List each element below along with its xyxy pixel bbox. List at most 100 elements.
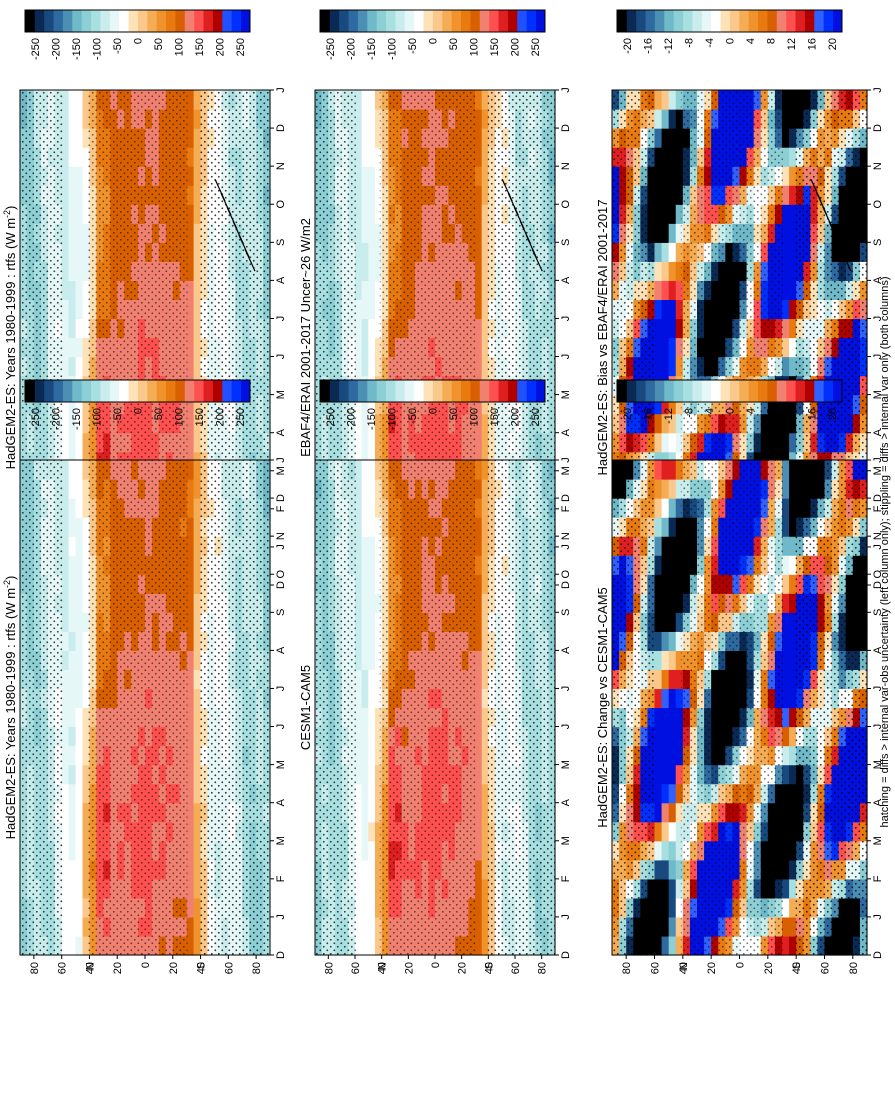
- heatmap-cell: [481, 261, 489, 281]
- heatmap-cell: [668, 147, 677, 167]
- heatmap-cell: [75, 147, 84, 167]
- month-tick-label: O: [560, 570, 572, 579]
- heatmap-cell: [355, 318, 363, 339]
- heatmap-cell: [68, 185, 77, 205]
- heatmap-cell: [375, 242, 383, 262]
- heatmap-cell: [75, 261, 84, 281]
- heatmap-cell: [475, 555, 483, 575]
- heatmap-cell: [68, 916, 77, 937]
- heatmap-cell: [75, 859, 84, 880]
- heatmap-cell: [475, 90, 483, 110]
- heatmap-cell: [361, 802, 369, 823]
- heatmap-cell: [186, 460, 195, 480]
- heatmap-cell: [475, 356, 483, 377]
- heatmap-cell: [361, 574, 369, 594]
- colorbar-swatch: [470, 380, 480, 402]
- heatmap-cell: [668, 413, 677, 434]
- heatmap-cell: [82, 318, 91, 339]
- colorbar-swatch: [156, 380, 167, 402]
- heatmap-cell: [186, 650, 195, 671]
- heatmap-cell: [375, 726, 383, 747]
- heatmap-cell: [375, 280, 383, 301]
- heatmap-cell: [475, 299, 483, 320]
- heatmap-cell: [481, 128, 489, 148]
- heatmap-cell: [368, 802, 376, 823]
- heatmap-cell: [68, 726, 77, 747]
- heatmap-cell: [368, 897, 376, 918]
- heatmap-cell: [668, 337, 677, 358]
- heatmap-cell: [193, 840, 202, 861]
- heatmap-cell: [361, 555, 369, 575]
- stipple-region: [487, 460, 555, 955]
- heatmap-cell: [782, 185, 790, 205]
- month-tick-label: S: [560, 239, 572, 246]
- heatmap-cell: [355, 897, 363, 918]
- heatmap-cell: [186, 517, 195, 537]
- colorbar-swatch: [203, 380, 213, 402]
- colorbar-label: 100: [468, 408, 480, 426]
- heatmap-cell: [186, 897, 195, 918]
- heatmap-cell: [668, 185, 677, 205]
- heatmap-cell: [61, 821, 70, 842]
- heatmap-cell: [481, 394, 489, 415]
- heatmap-cell: [61, 242, 70, 262]
- colorbar-swatch: [175, 380, 185, 402]
- heatmap-cell: [361, 764, 369, 785]
- colorbar-label: -100: [92, 408, 104, 430]
- heatmap-cell: [654, 394, 663, 415]
- heatmap-cell: [782, 166, 790, 186]
- heatmap-cell: [75, 394, 84, 415]
- heatmap-cell: [668, 128, 677, 148]
- colorbar-swatch: [212, 380, 223, 402]
- heatmap-cell: [361, 536, 369, 556]
- heatmap-cell: [186, 726, 195, 747]
- heatmap-cell: [375, 840, 383, 861]
- month-tick-label: J: [560, 686, 572, 692]
- lat-tick-label: 20: [168, 962, 180, 974]
- stipple-region: [200, 460, 270, 955]
- heatmap-cell: [481, 897, 489, 918]
- heatmap-cell: [186, 204, 195, 224]
- heatmap-cell: [668, 299, 677, 320]
- colorbar-swatch: [100, 10, 110, 32]
- heatmap-cell: [481, 764, 489, 785]
- heatmap-cell: [675, 204, 684, 224]
- colorbar-label: -150: [71, 408, 83, 430]
- lat-tick-label: 60: [223, 962, 235, 974]
- panel-title-sup: -2: [2, 210, 12, 218]
- colorbar-swatch: [137, 380, 148, 402]
- heatmap-cell: [654, 413, 663, 434]
- heatmap-cell: [475, 764, 483, 785]
- panel-rtfs-hadgem-right: HadGEM2-ES: Years 1980-1999 : rtfs (W m-…: [2, 379, 287, 974]
- lat-tick-label: 40: [84, 962, 96, 974]
- heatmap-cell: [82, 897, 91, 918]
- heatmap-cell: [61, 916, 70, 937]
- colorbar-swatch: [348, 380, 358, 402]
- heatmap-cell: [375, 394, 383, 415]
- heatmap-cell: [82, 204, 91, 224]
- month-tick-label: D: [560, 951, 572, 959]
- heatmap-cell: [75, 479, 84, 499]
- panel-title-sup: -2: [2, 580, 12, 588]
- heatmap-cell: [193, 166, 202, 186]
- heatmap-cell: [368, 337, 376, 358]
- heatmap-cell: [668, 318, 677, 339]
- heatmap-cell: [61, 935, 70, 956]
- heatmap-cell: [475, 517, 483, 537]
- heatmap-cell: [186, 802, 195, 823]
- colorbar-swatch: [395, 10, 405, 32]
- colorbar-swatch: [71, 10, 82, 32]
- heatmap-cell: [475, 574, 483, 594]
- heatmap-cell: [675, 432, 684, 453]
- heatmap-cell: [368, 593, 376, 613]
- colorbar-swatch: [516, 380, 527, 402]
- heatmap-cell: [481, 593, 489, 613]
- colorbar-label: 200: [214, 408, 226, 426]
- heatmap-cell: [361, 783, 369, 804]
- heatmap-cell: [375, 764, 383, 785]
- heatmap-cell: [375, 90, 383, 110]
- heatmap-cell: [355, 821, 363, 842]
- heatmap-cell: [361, 223, 369, 243]
